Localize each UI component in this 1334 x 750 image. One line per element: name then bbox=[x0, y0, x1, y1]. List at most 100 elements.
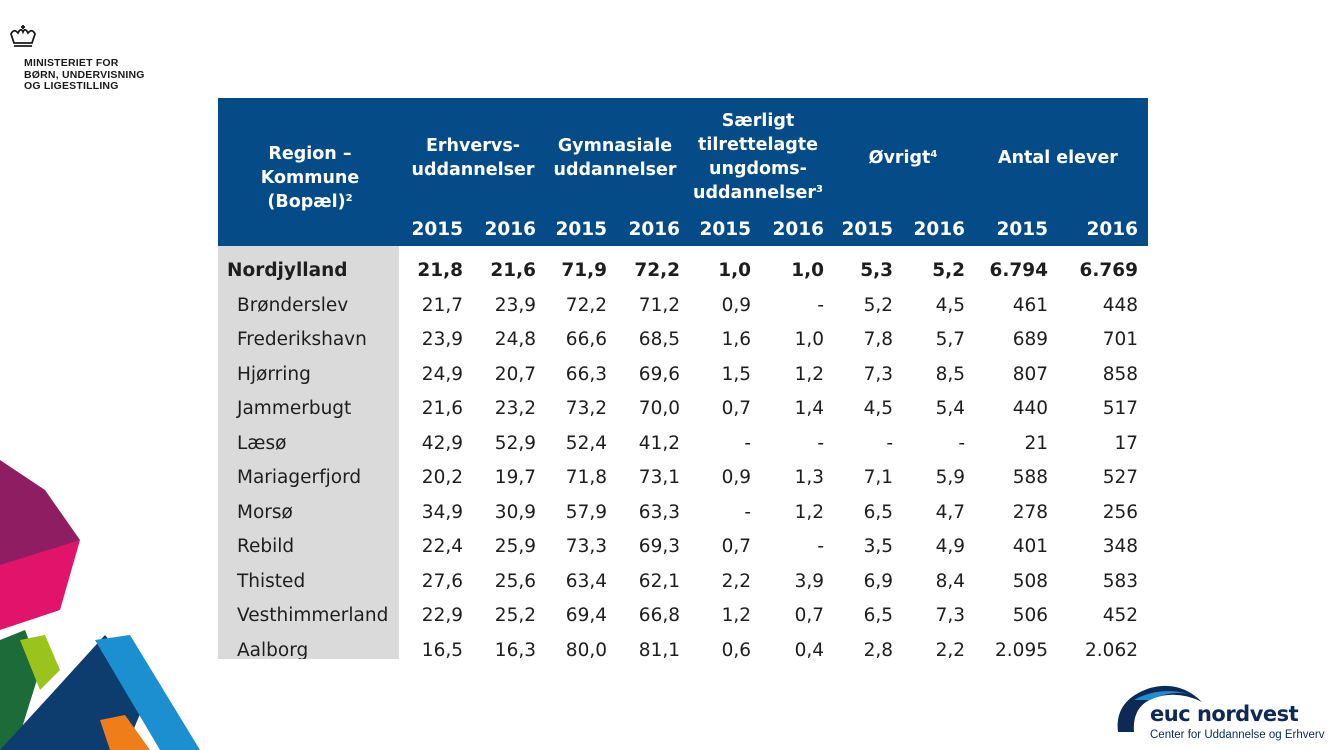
table-header: Region – Kommune (Bopæl)2 Erhvervs- udda… bbox=[218, 98, 1148, 246]
table-cell: 72,2 bbox=[634, 260, 680, 281]
table-cell: 689 bbox=[1012, 329, 1048, 350]
table-cell: 6,9 bbox=[863, 570, 893, 592]
table-cell: 461 bbox=[1012, 294, 1048, 316]
year-label: 2016 bbox=[772, 219, 825, 240]
table-cell: 63,3 bbox=[638, 501, 680, 523]
data-table: Region – Kommune (Bopæl)2 Erhvervs- udda… bbox=[218, 98, 1148, 246]
table-cell: 1,3 bbox=[794, 467, 824, 488]
header-saerligt: Særligt tilrettelagte ungdoms- uddannels… bbox=[688, 109, 828, 205]
year-label: 2015 bbox=[996, 219, 1049, 240]
table-cell: 807 bbox=[1012, 363, 1048, 385]
header-saerligt-line-3: ungdoms- bbox=[709, 159, 807, 179]
table-row: Frederikshavn 23,9 24,8 66,6 68,5 1,6 1,0 7,8 5,… bbox=[218, 323, 1148, 358]
table-cell: 25,2 bbox=[494, 605, 536, 626]
table-cell: 71,9 bbox=[561, 260, 607, 281]
table-cell: 0,6 bbox=[721, 639, 751, 660]
footnote-3: 3 bbox=[816, 184, 823, 195]
row-name: Nordjylland bbox=[227, 260, 348, 281]
table-cell: 0,4 bbox=[794, 639, 824, 660]
table-cell: 70,0 bbox=[638, 398, 680, 419]
table-cell: 1,2 bbox=[794, 363, 824, 385]
table-cell: 16,3 bbox=[494, 639, 536, 660]
row-name: Morsø bbox=[237, 501, 293, 523]
table-row: Rebild 22,4 25,9 73,3 69,3 0,7 - 3,5 4,9 401 348 bbox=[218, 530, 1148, 565]
table-cell: 73,1 bbox=[638, 467, 680, 488]
table-cell: 5,2 bbox=[932, 260, 965, 281]
table-cell: 42,9 bbox=[421, 432, 463, 454]
table-cell: 583 bbox=[1102, 570, 1138, 592]
table-row: Brønderslev 21,7 23,9 72,2 71,2 0,9 - 5,2 4,5 461… bbox=[218, 289, 1148, 324]
header-ovrigt: Øvrigt4 bbox=[868, 148, 938, 168]
header-erhverv-line-2: uddannelser bbox=[411, 160, 535, 180]
header-gymnasiale: Gymnasiale uddannelser bbox=[550, 134, 680, 182]
table-cell: 25,9 bbox=[494, 536, 536, 557]
table-cell: 278 bbox=[1012, 501, 1048, 523]
table-cell: 57,9 bbox=[565, 501, 607, 523]
table-cell: 1,2 bbox=[721, 605, 751, 626]
table-cell: 401 bbox=[1012, 536, 1048, 557]
table-cell: 17 bbox=[1114, 432, 1138, 454]
header-region: Region – Kommune (Bopæl)2 bbox=[244, 142, 376, 214]
table-cell: 6,5 bbox=[863, 501, 893, 523]
table-cell: 80,0 bbox=[565, 639, 607, 660]
table-cell: 1,0 bbox=[794, 329, 824, 350]
table-cell: - bbox=[817, 432, 824, 454]
table-cell: 69,6 bbox=[638, 363, 680, 385]
table-cell: 73,3 bbox=[565, 536, 607, 557]
table-cell: 8,5 bbox=[935, 363, 965, 385]
table-cell: 440 bbox=[1012, 398, 1048, 419]
table-cell: 66,8 bbox=[638, 605, 680, 626]
header-region-line-1: Region – bbox=[268, 144, 352, 164]
table-cell: 1,4 bbox=[794, 398, 824, 419]
footnote-2: 2 bbox=[345, 193, 353, 204]
euc-swoosh-icon bbox=[1117, 685, 1202, 732]
table-cell: 452 bbox=[1102, 605, 1138, 626]
table-cell: 34,9 bbox=[421, 501, 463, 523]
header-erhverv-line-1: Erhvervs- bbox=[425, 136, 521, 156]
table-cell: 858 bbox=[1102, 363, 1138, 385]
table-cell: 2,8 bbox=[863, 639, 893, 660]
row-name: Læsø bbox=[237, 432, 287, 454]
table-cell: 0,9 bbox=[721, 467, 751, 488]
table-cell: 20,2 bbox=[421, 467, 463, 488]
table-cell: 3,9 bbox=[794, 570, 824, 592]
header-region-line-2: Kommune bbox=[260, 168, 360, 188]
table-cell: 1,0 bbox=[791, 260, 824, 281]
decorative-ribbons bbox=[0, 460, 200, 750]
table-cell: 19,7 bbox=[494, 467, 536, 488]
table-cell: 69,3 bbox=[638, 536, 680, 557]
row-name: Thisted bbox=[237, 570, 306, 592]
table-cell: - bbox=[744, 501, 751, 523]
table-cell: 5,4 bbox=[935, 398, 965, 419]
table-cell: 22,9 bbox=[421, 605, 463, 626]
table-cell: 24,8 bbox=[494, 329, 536, 350]
table-cell: 5,7 bbox=[935, 329, 965, 350]
table-cell: 527 bbox=[1102, 467, 1138, 488]
table-cell: - bbox=[817, 536, 824, 557]
table-cell: 73,2 bbox=[565, 398, 607, 419]
header-gymnasiale-line-1: Gymnasiale bbox=[557, 136, 673, 156]
table-cell: 21,7 bbox=[421, 294, 463, 316]
table-cell: 4,9 bbox=[935, 536, 965, 557]
table-row: Vesthimmerland 22,9 25,2 69,4 66,8 1,2 0,7 6,5 7… bbox=[218, 599, 1148, 634]
table-cell: 7,3 bbox=[935, 605, 965, 626]
row-name: Jammerbugt bbox=[237, 398, 352, 419]
table-cell: - bbox=[886, 432, 893, 454]
table-cell: 52,4 bbox=[565, 432, 607, 454]
table-cell: 21,6 bbox=[421, 398, 463, 419]
table-cell: 68,5 bbox=[638, 329, 680, 350]
table-cell: 0,7 bbox=[721, 536, 751, 557]
table-cell: 517 bbox=[1102, 398, 1138, 419]
table-cell: 0,7 bbox=[721, 398, 751, 419]
crown-icon bbox=[10, 25, 36, 47]
table-cell: 72,2 bbox=[565, 294, 607, 316]
table-cell: 701 bbox=[1102, 329, 1138, 350]
table-cell: 23,2 bbox=[494, 398, 536, 419]
table-cell: 2,2 bbox=[935, 639, 965, 660]
ministry-line-1: MINISTERIET FOR bbox=[24, 57, 119, 69]
table-cell: 5,3 bbox=[860, 260, 893, 281]
euc-subtitle: Center for Uddannelse og Erhverv bbox=[1150, 729, 1325, 741]
table-cell: 2.062 bbox=[1085, 639, 1138, 660]
header-saerligt-line-4: uddannelser3 bbox=[693, 183, 823, 203]
header-saerligt-line-1: Særligt bbox=[721, 111, 795, 131]
